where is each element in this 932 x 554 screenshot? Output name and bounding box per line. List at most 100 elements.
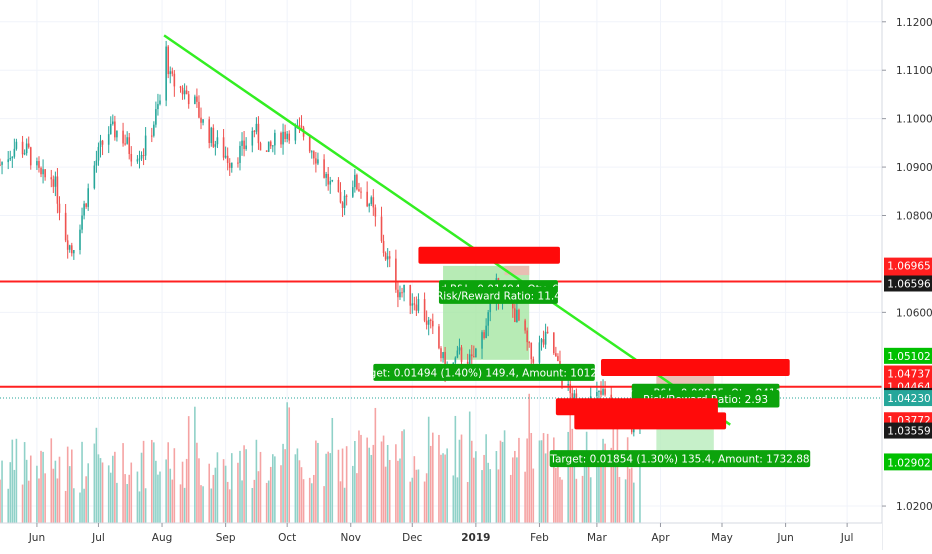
volume-bar (9, 462, 12, 523)
candle-body (107, 134, 110, 145)
candle-body (345, 195, 348, 197)
volume-bar (226, 481, 229, 523)
volume-bar (354, 441, 356, 523)
candle-body (114, 121, 116, 138)
candle-body (138, 158, 141, 160)
candle-body (95, 160, 98, 166)
candle-body (370, 197, 373, 205)
candle-body (610, 394, 613, 400)
candle-body (167, 46, 169, 75)
volume-bar (167, 442, 169, 523)
volume-bar (15, 438, 18, 523)
candle-body (169, 71, 172, 75)
time-tick-label: Jun (28, 532, 45, 544)
time-tick-label: Oct (278, 532, 296, 544)
candle-body (514, 308, 516, 323)
volume-bar (524, 471, 526, 523)
candle-body (544, 331, 547, 345)
volume-bar (598, 460, 600, 523)
candle-body (475, 348, 477, 358)
volume-bar (216, 452, 219, 523)
candle-body (38, 161, 40, 168)
candle-body (83, 203, 85, 216)
candle-body (341, 202, 344, 208)
volume-bar (360, 434, 362, 523)
candle-body (144, 135, 147, 156)
volume-bar (173, 448, 176, 523)
candle-body (29, 147, 32, 166)
volume-bar (300, 467, 303, 523)
volume-bar (68, 466, 71, 523)
volume-bar (36, 465, 38, 523)
volume-bar (294, 454, 297, 523)
volume-bar (29, 455, 32, 523)
volume-bar (159, 471, 161, 523)
candle-body (212, 127, 215, 147)
volume-bar (466, 481, 469, 523)
price-tick-label: 1.12000 (896, 17, 932, 29)
volume-bar (343, 487, 346, 523)
volume-bar (87, 463, 89, 523)
candle-body (386, 256, 389, 260)
candle-body (101, 140, 104, 145)
time-tick-label: Feb (530, 532, 549, 544)
candle-body (126, 137, 128, 144)
time-axis: Jun Jul Aug Sep Oct Nov Dec 2019 Feb Mar Apr May Jun… (0, 522, 882, 550)
volume-bar (624, 479, 627, 523)
volume-bar (138, 491, 141, 523)
volume-bar (583, 455, 586, 523)
price-tick-label: 1.06000 (896, 307, 932, 319)
volume-bar (157, 474, 159, 523)
volume-bar (1, 460, 3, 523)
candle-body (274, 132, 276, 146)
volume-bar (538, 440, 541, 523)
volume-bar (99, 458, 102, 523)
candle-body (454, 357, 457, 363)
trade-label-box (549, 450, 811, 468)
price-tick-label: 1.09000 (896, 162, 932, 174)
volume-bar (370, 454, 373, 523)
candle-body (360, 191, 362, 193)
candle-body (388, 256, 391, 259)
time-tick-label: Nov (340, 532, 361, 544)
volume-bar (483, 454, 485, 523)
candle-body (109, 123, 112, 135)
candle-body (429, 319, 432, 321)
candle-body (42, 169, 44, 175)
volume-bar (122, 443, 124, 523)
volume-bar (282, 443, 284, 523)
volume-bar (241, 480, 243, 523)
candle-body (411, 303, 414, 306)
candle-body (489, 300, 492, 313)
candle-body (173, 73, 176, 87)
candle-body (153, 124, 155, 136)
volume-bar (509, 474, 512, 523)
volume-bar (501, 441, 504, 523)
price-badge (884, 347, 932, 364)
volume-bar (11, 439, 14, 523)
candle-body (339, 191, 342, 203)
volume-bar (212, 474, 215, 523)
candle-body (130, 153, 133, 162)
price-badge (884, 422, 932, 439)
price-badge-text: 1.04230 (887, 393, 930, 405)
volume-bar (460, 434, 463, 523)
volume-bar (114, 451, 116, 523)
candle-body (532, 359, 535, 363)
candle-body (196, 96, 198, 102)
candle-body (438, 326, 440, 349)
volume-bar (628, 468, 631, 523)
candle-body (187, 94, 190, 105)
candle-body (487, 312, 489, 326)
candle-body (272, 145, 274, 147)
candle-body (538, 342, 541, 363)
candle-body (417, 299, 420, 311)
volume-bar (142, 440, 145, 523)
trade-label-text: Target: 0.01494 (1.40%) 149.4, Amount: 1… (353, 367, 613, 379)
volume-bar (101, 462, 104, 523)
candle-body (99, 140, 102, 147)
volume-bar (356, 473, 358, 523)
candle-body (325, 174, 327, 178)
